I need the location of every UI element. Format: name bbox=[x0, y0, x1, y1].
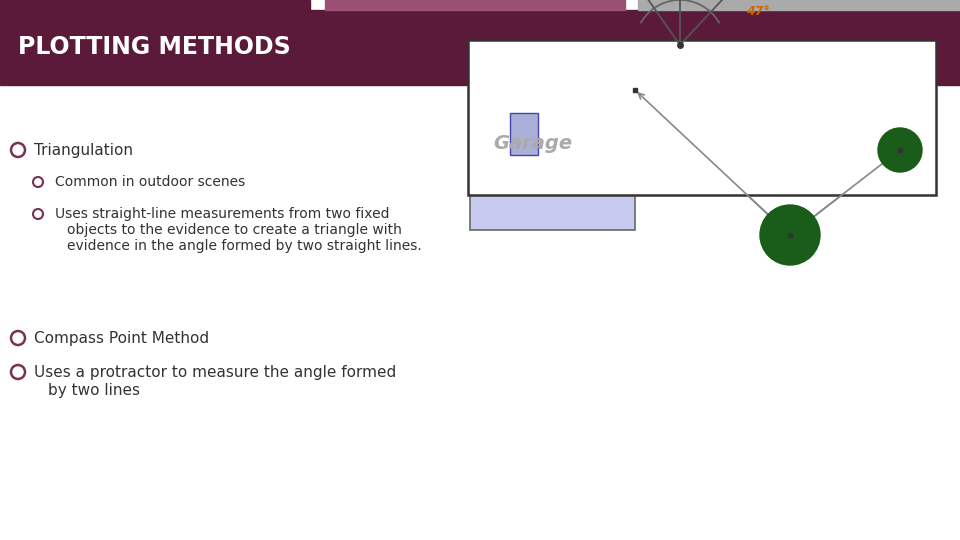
Bar bbox=[325, 0, 625, 10]
Circle shape bbox=[878, 128, 922, 172]
Text: Common in outdoor scenes: Common in outdoor scenes bbox=[55, 175, 245, 189]
Bar bbox=[460, 10, 960, 85]
Text: PLOTTING METHODS: PLOTTING METHODS bbox=[18, 36, 291, 59]
Bar bbox=[0, 10, 460, 85]
Text: Triangulation: Triangulation bbox=[34, 143, 133, 158]
Text: Garage: Garage bbox=[493, 134, 572, 153]
Bar bbox=[633, 88, 637, 92]
Text: by two lines: by two lines bbox=[48, 382, 140, 397]
Text: Uses a protractor to measure the angle formed: Uses a protractor to measure the angle f… bbox=[34, 364, 396, 380]
Bar bbox=[510, 113, 538, 155]
Bar bbox=[470, 90, 635, 230]
Text: evidence in the angle formed by two straight lines.: evidence in the angle formed by two stra… bbox=[67, 239, 421, 253]
Bar bbox=[898, 148, 902, 152]
Bar bbox=[638, 0, 960, 10]
Bar bbox=[468, 40, 936, 195]
Text: objects to the evidence to create a triangle with: objects to the evidence to create a tria… bbox=[67, 223, 402, 237]
Text: 47°: 47° bbox=[746, 5, 770, 18]
Text: Uses straight-line measurements from two fixed: Uses straight-line measurements from two… bbox=[55, 207, 390, 221]
Text: Compass Point Method: Compass Point Method bbox=[34, 330, 209, 346]
Bar bbox=[0, 0, 310, 10]
Circle shape bbox=[760, 205, 820, 265]
Bar bbox=[788, 233, 792, 237]
